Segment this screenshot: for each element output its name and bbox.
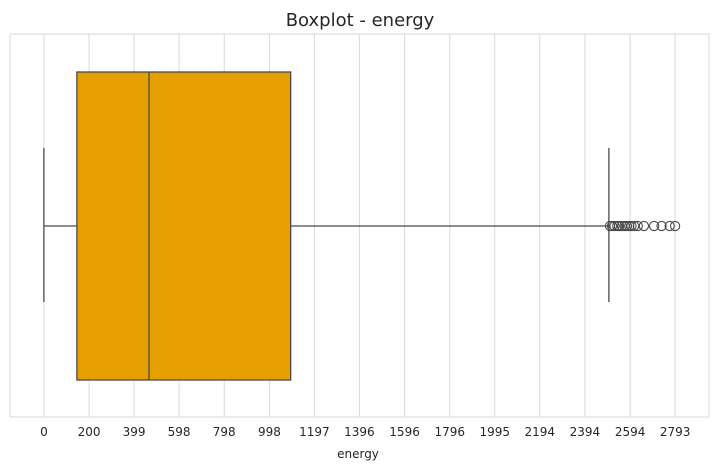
x-tick-label: 1197 <box>299 425 330 439</box>
outlier-point <box>656 220 667 232</box>
x-tick-label: 0 <box>40 425 48 439</box>
x-ticks: 0 200 399 598 798 998 1197 1396 1596 1796 1995 2194… <box>40 425 690 439</box>
outlier-point <box>638 220 650 232</box>
x-tick-label: 399 <box>123 425 146 439</box>
x-tick-label: 1596 <box>389 425 420 439</box>
x-tick-label: 2394 <box>570 425 601 439</box>
x-tick-label: 798 <box>213 425 236 439</box>
box-group <box>43 71 610 381</box>
x-tick-label: 2594 <box>615 425 646 439</box>
chart-title: Boxplot - energy <box>286 10 435 31</box>
iqr-box <box>76 71 292 381</box>
outliers-group <box>604 220 681 232</box>
x-tick-label: 1396 <box>344 425 375 439</box>
outlier-point <box>669 220 681 232</box>
x-tick-label: 2793 <box>660 425 691 439</box>
outlier-point <box>613 220 625 232</box>
x-tick-label: 998 <box>258 425 281 439</box>
outlier-point <box>609 220 620 232</box>
outlier-point <box>664 220 675 232</box>
x-tick-label: 1995 <box>479 425 510 439</box>
x-tick-label: 598 <box>168 425 191 439</box>
x-axis-label: energy <box>337 447 379 461</box>
x-tick-label: 1796 <box>435 425 466 439</box>
x-tick-label: 200 <box>78 425 101 439</box>
outlier-point <box>648 220 660 232</box>
outlier-point <box>606 220 618 232</box>
x-tick-label: 2194 <box>524 425 555 439</box>
outlier-point <box>632 220 643 232</box>
outlier-point <box>626 220 637 232</box>
